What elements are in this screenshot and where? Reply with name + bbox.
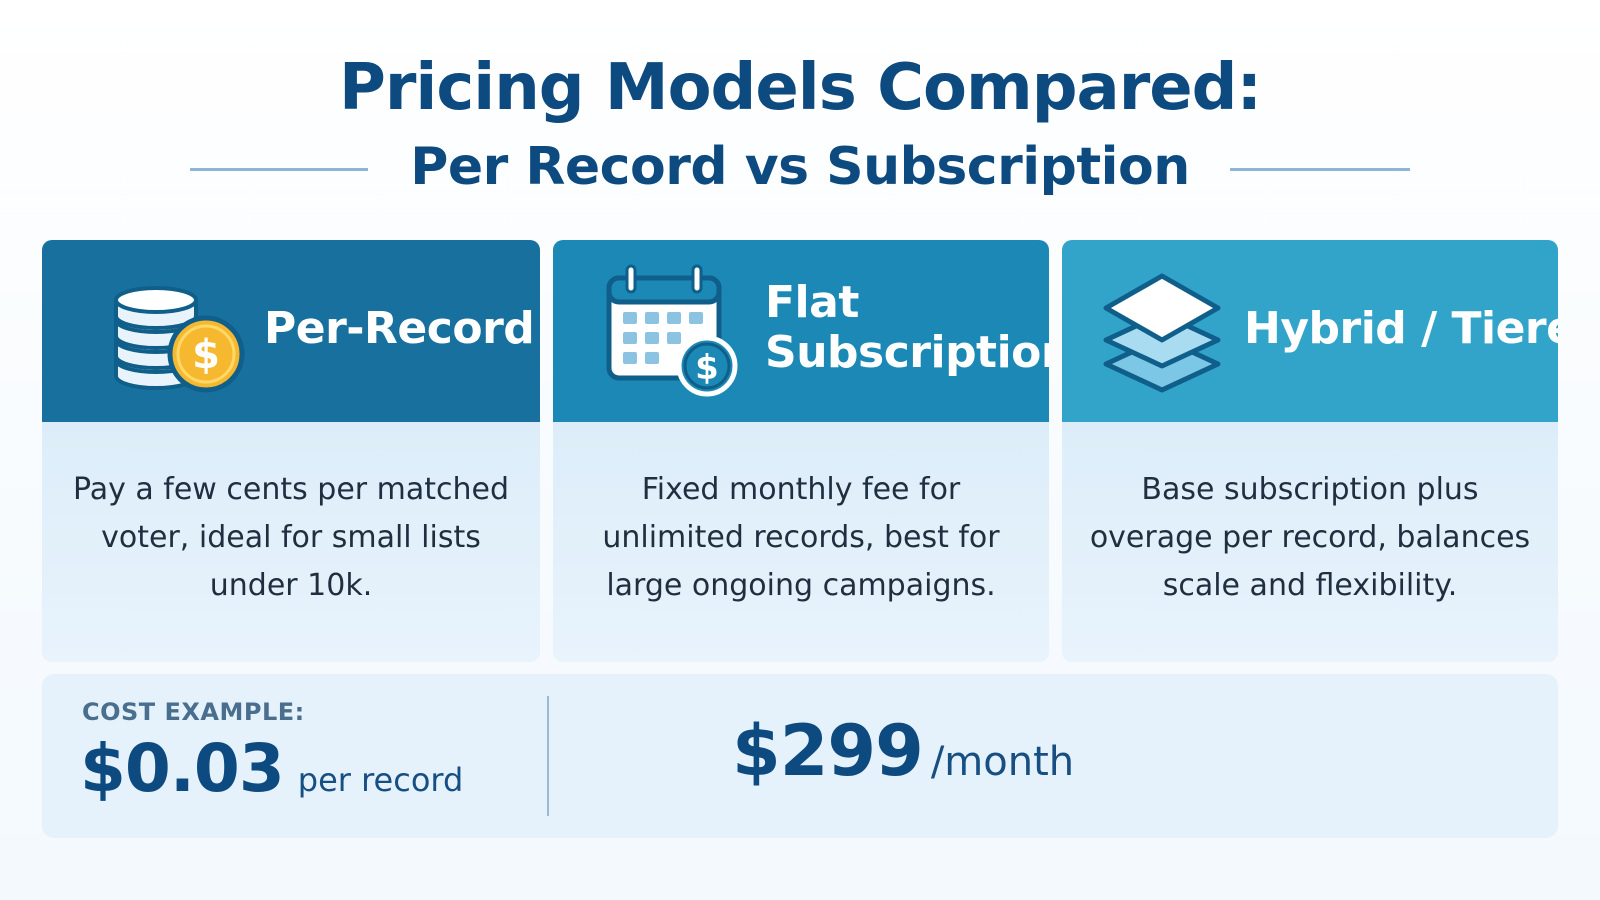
- subtitle-rule-left: [190, 168, 368, 171]
- card-body: Fixed monthly fee for unlimited records,…: [553, 422, 1049, 662]
- card-description: Base subscription plus overage per recor…: [1089, 472, 1531, 603]
- cost-example-label: COST EXAMPLE:: [82, 698, 305, 726]
- subtitle-row: Per Record vs Subscription: [0, 132, 1600, 202]
- card-title: Hybrid / Tiered: [1244, 303, 1558, 354]
- card-header: Hybrid / Tiered: [1062, 240, 1558, 422]
- per-record-price: $0.03: [80, 730, 285, 807]
- per-record-cost: $0.03 per record: [80, 730, 463, 807]
- card-hybrid-tiered: Hybrid / Tiered Base subscription plus o…: [1062, 240, 1558, 662]
- cost-example-panel: COST EXAMPLE: $0.03 per record $299/month: [42, 674, 1558, 838]
- cost-divider: [547, 696, 549, 816]
- card-flat-subscription: $ Flat Subscription Fixed monthly fee fo…: [553, 240, 1049, 662]
- card-per-record: $ Per-Record Pay a few cents per matched…: [42, 240, 540, 662]
- per-record-unit: per record: [297, 761, 464, 799]
- card-title: Flat Subscription: [765, 278, 1049, 378]
- card-description: Fixed monthly fee for unlimited records,…: [602, 472, 1000, 603]
- card-header: $ Flat Subscription: [553, 240, 1049, 422]
- subscription-unit: /month: [930, 739, 1075, 785]
- coins-dollar-icon: $: [114, 286, 245, 393]
- layers-icon: [1103, 273, 1221, 393]
- card-body: Pay a few cents per matched voter, ideal…: [42, 422, 540, 662]
- svg-text:$: $: [695, 348, 719, 388]
- card-description: Pay a few cents per matched voter, ideal…: [72, 472, 510, 603]
- page-subtitle: Per Record vs Subscription: [410, 137, 1190, 197]
- card-header: $ Per-Record: [42, 240, 540, 422]
- card-title: Per-Record: [264, 303, 535, 354]
- card-title-line-2: Subscription: [765, 327, 1049, 378]
- svg-text:$: $: [192, 332, 220, 378]
- subscription-price: $299: [732, 710, 924, 792]
- subscription-cost: $299/month: [732, 710, 1074, 792]
- page-title: Pricing Models Compared:: [338, 51, 1262, 125]
- card-title-line-1: Flat: [765, 277, 859, 328]
- calendar-dollar-icon: $: [606, 264, 738, 397]
- subtitle-rule-right: [1230, 168, 1410, 171]
- card-body: Base subscription plus overage per recor…: [1062, 422, 1558, 662]
